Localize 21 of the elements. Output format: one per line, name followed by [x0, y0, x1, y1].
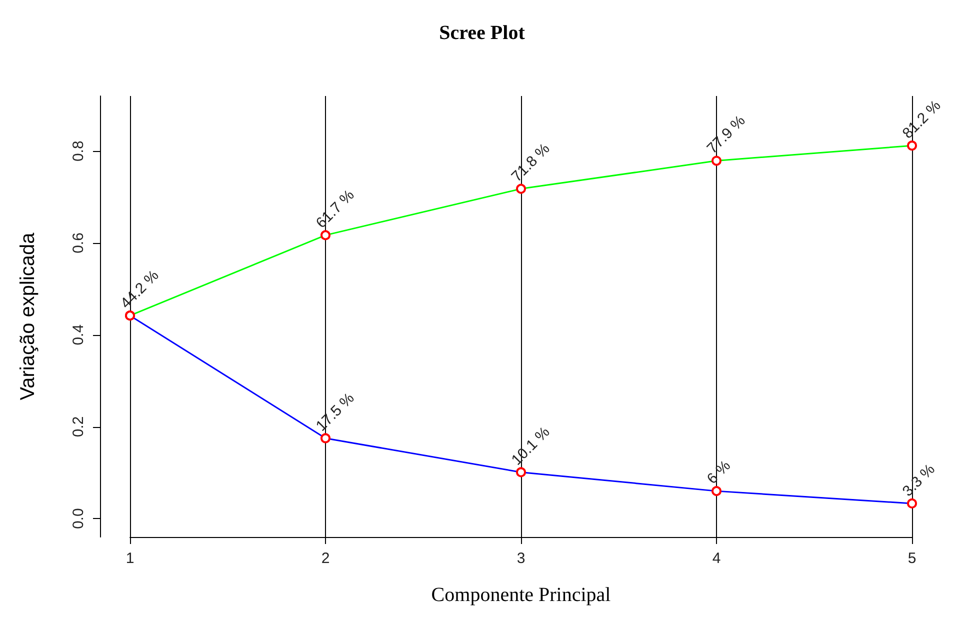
- y-tick-label: 0.2: [70, 416, 87, 438]
- y-tick-label: 0.8: [70, 140, 87, 162]
- y-tick-label: 0.6: [70, 232, 87, 254]
- chart-title: Scree Plot: [439, 22, 526, 44]
- y-tick-label: 0.4: [70, 324, 87, 346]
- data-label: 3.3 %: [899, 460, 938, 500]
- y-tick-label: 0.0: [70, 508, 87, 530]
- data-label: 10.1 %: [508, 424, 554, 469]
- x-tick-label: 5: [908, 550, 916, 567]
- x-tick-label: 2: [321, 550, 330, 567]
- x-tick-label: 3: [516, 550, 526, 567]
- x-tick-label: 4: [712, 550, 721, 567]
- data-label: 6 %: [704, 457, 734, 488]
- data-label: 44.2 %: [117, 267, 162, 312]
- data-label: 71.8 %: [508, 140, 554, 186]
- x-axis-title: Componente Principal: [431, 584, 612, 606]
- x-tick-label: 1: [126, 550, 134, 567]
- y-axis-title: Variação explicada: [17, 232, 39, 400]
- data-label: 81.2 %: [899, 97, 944, 142]
- data-label: 77.9 %: [704, 112, 749, 158]
- data-label: 61.7 %: [312, 186, 358, 232]
